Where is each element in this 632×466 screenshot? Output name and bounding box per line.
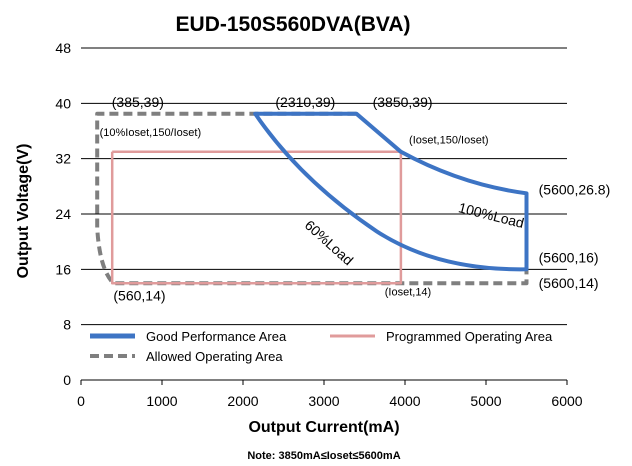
axis-layer: 0 8 16 24 32 40 48 0 1000 2000 3000 4000 5000 6000 [55,40,582,409]
x-tick-label: 5000 [470,393,501,409]
y-tick-label: 32 [55,151,71,167]
x-tick-label: 2000 [227,393,258,409]
series-good-performance-area [253,111,529,272]
annotation-label: (5600,16) [539,249,599,265]
x-axis-title: Output Current(mA) [248,419,399,436]
y-tick-label: 40 [55,95,71,111]
annotation-label: 60%Load [302,217,357,268]
series-allowed-operating-area [95,111,529,286]
grid-layer [81,47,567,326]
footnote: Note: 3850mA≤Ioset≤5600mA [247,450,400,462]
series-layer [95,111,529,286]
annotation-label: (2310,39) [275,94,335,110]
annotation-label: (3850,39) [373,94,433,110]
annotation-layer: (385,39) (2310,39) (3850,39) (10%Ioset,150/… [100,94,611,304]
annotation-label: (Ioset,150/Ioset) [409,134,489,146]
annotation-label: (560,14) [113,287,165,303]
y-axis-title: Output Voltage(V) [15,144,32,279]
legend-label: Programmed Operating Area [386,329,553,344]
x-tick-label: 6000 [551,393,582,409]
annotation-label: (Ioset,14) [385,287,431,299]
series-programmed-operating-area [110,150,403,285]
x-tick-label: 0 [77,393,85,409]
legend-label: Good Performance Area [146,329,287,344]
y-tick-label: 0 [63,372,71,388]
y-tick-label: 24 [55,206,71,222]
y-tick-label: 48 [55,40,71,56]
y-tick-label: 8 [63,317,71,333]
x-tick-label: 1000 [146,393,177,409]
annotation-label: (5600,26.8) [539,182,611,198]
legend-label: Allowed Operating Area [146,349,283,364]
annotation-label: 100%Load [457,199,526,231]
annotation-label: (10%Ioset,150/Ioset) [100,127,202,139]
annotation-label: (5600,14) [539,275,599,291]
x-tick-label: 4000 [389,393,420,409]
y-tick-label: 16 [55,261,71,277]
annotation-label: (385,39) [112,94,164,110]
chart-title: EUD-150S560DVA(BVA) [176,13,411,36]
x-tick-label: 3000 [308,393,339,409]
legend: Good Performance Area Programmed Operatin… [90,329,553,364]
